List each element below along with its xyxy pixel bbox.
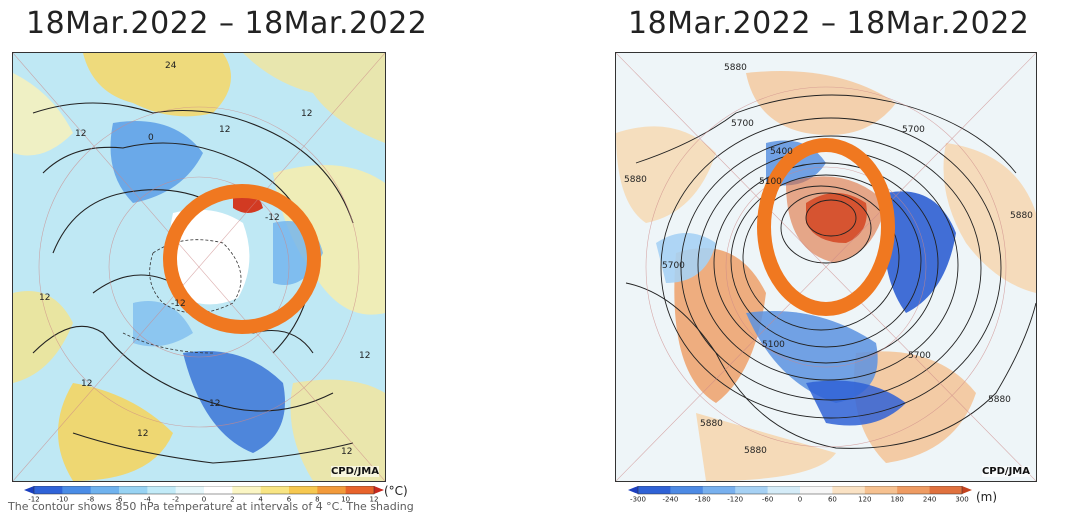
- contour-label: 5880: [700, 419, 723, 429]
- map-credit: CPD/JMA: [981, 466, 1030, 477]
- colorbar-arrow-low: [628, 486, 638, 494]
- colorbar-tick-label: -60: [762, 496, 773, 503]
- colorbar-swatch: [147, 486, 177, 494]
- contour-label: -12: [171, 299, 186, 309]
- geopotential-height-map: 5880 5700 5700 5400 5100 5880 5700 5880 …: [615, 52, 1037, 482]
- contour-label: 24: [165, 61, 177, 71]
- colorbar-tick-label: -4: [144, 496, 152, 503]
- colorbar-tick-label: 120: [858, 496, 871, 503]
- contour-label: 5880: [744, 446, 767, 456]
- colorbar-swatch: [232, 486, 262, 494]
- colorbar-tick-label: -2: [172, 496, 179, 503]
- contour-label: 12: [137, 429, 149, 439]
- contour-label: 12: [301, 109, 313, 119]
- contour-label: 12: [81, 379, 93, 389]
- contour-label: 12: [209, 399, 221, 409]
- colorbar-swatch: [767, 486, 801, 494]
- contour-label: 12: [39, 293, 51, 303]
- colorbar-swatch: [897, 486, 931, 494]
- colorbar-tick-label: 6: [287, 496, 292, 503]
- colorbar-tick-label: 4: [258, 496, 263, 503]
- colorbar-swatch: [670, 486, 704, 494]
- contour-label: 5700: [662, 261, 685, 271]
- colorbar-swatch: [702, 486, 736, 494]
- map-credit: CPD/JMA: [330, 466, 379, 477]
- colorbar-tick-label: 0: [798, 496, 802, 503]
- colorbar-swatch: [929, 486, 963, 494]
- colorbar-tick-label: 8: [315, 496, 319, 503]
- colorbar-swatch: [638, 486, 671, 494]
- colorbar-tick-label: -180: [695, 496, 711, 503]
- contour-label: 5100: [759, 177, 782, 187]
- contour-label: 5700: [902, 125, 925, 135]
- contour-label: 5100: [762, 340, 785, 350]
- contour-label: 5880: [1010, 211, 1033, 221]
- colorbar-tick-label: 10: [341, 496, 350, 503]
- colorbar-tick-label: 300: [955, 496, 968, 503]
- colorbar-tick-label: -120: [727, 496, 743, 503]
- colorbar-arrow-high: [374, 486, 384, 494]
- colorbar-tick-label: -300: [630, 496, 646, 503]
- colorbar-arrow-low: [24, 486, 34, 494]
- contour-label: 5400: [770, 147, 793, 157]
- temperature-colorbar-graphic: -12 -10 -8 -6 -4 -2 0 2 4 6 8 10 12: [24, 486, 384, 502]
- left-map-title: 18Mar.2022 – 18Mar.2022: [26, 6, 428, 41]
- colorbar-swatch: [90, 486, 120, 494]
- colorbar-tick-label: 12: [370, 496, 379, 503]
- colorbar-swatch: [832, 486, 866, 494]
- temperature-anomaly-map: 24 12 12 0 12 -12 12 -12 12 12 12 12 12 …: [12, 52, 386, 482]
- colorbar-tick-label: 180: [891, 496, 904, 503]
- contour-label: 5880: [988, 395, 1011, 405]
- height-colorbar: -300 -240 -180 -120 -60 0 60 120 180 240 300: [628, 486, 972, 502]
- temperature-colorbar: -12 -10 -8 -6 -4 -2 0 2 4 6 8 10 12: [24, 486, 384, 502]
- contour-label: 5880: [624, 175, 647, 185]
- colorbar-tick-label: 60: [828, 496, 837, 503]
- temperature-map-graphic: [13, 53, 385, 481]
- colorbar-swatch: [345, 486, 375, 494]
- contour-label: 5880: [724, 63, 747, 73]
- colorbar-swatch: [735, 486, 769, 494]
- colorbar-tick-label: 0: [202, 496, 206, 503]
- right-map-title: 18Mar.2022 – 18Mar.2022: [628, 6, 1030, 41]
- colorbar-swatch: [289, 486, 318, 494]
- colorbar-tick-label: 2: [230, 496, 234, 503]
- colorbar-swatch: [260, 486, 290, 494]
- colorbar-swatch: [119, 486, 148, 494]
- contour-label: 12: [219, 125, 231, 135]
- colorbar-swatch: [175, 486, 205, 494]
- colorbar-tick-label: -12: [28, 496, 39, 503]
- colorbar-tick-label: -240: [662, 496, 678, 503]
- colorbar-swatch: [317, 486, 347, 494]
- figure-caption: The contour shows 850 hPa temperature at…: [8, 500, 414, 513]
- colorbar-tick-label: 240: [923, 496, 936, 503]
- colorbar-tick-label: -10: [57, 496, 68, 503]
- colorbar-swatch: [204, 486, 233, 494]
- colorbar-swatch: [62, 486, 92, 494]
- colorbar-swatch: [34, 486, 63, 494]
- contour-label: -12: [265, 213, 280, 223]
- height-map-graphic: [616, 53, 1036, 481]
- contour-label: 5700: [731, 119, 754, 129]
- contour-label: 12: [359, 351, 371, 361]
- temperature-unit: (°C): [384, 484, 408, 498]
- contour-label: 12: [341, 447, 353, 457]
- contour-label: 5700: [908, 351, 931, 361]
- colorbar-swatch: [800, 486, 833, 494]
- contour-label: 12: [75, 129, 87, 139]
- contour-label: 0: [148, 133, 154, 143]
- height-unit: (m): [976, 490, 998, 504]
- height-colorbar-graphic: -300 -240 -180 -120 -60 0 60 120 180 240 300: [628, 486, 972, 502]
- colorbar-tick-label: -6: [116, 496, 124, 503]
- colorbar-arrow-high: [962, 486, 972, 494]
- colorbar-tick-label: -8: [87, 496, 94, 503]
- colorbar-swatch: [864, 486, 898, 494]
